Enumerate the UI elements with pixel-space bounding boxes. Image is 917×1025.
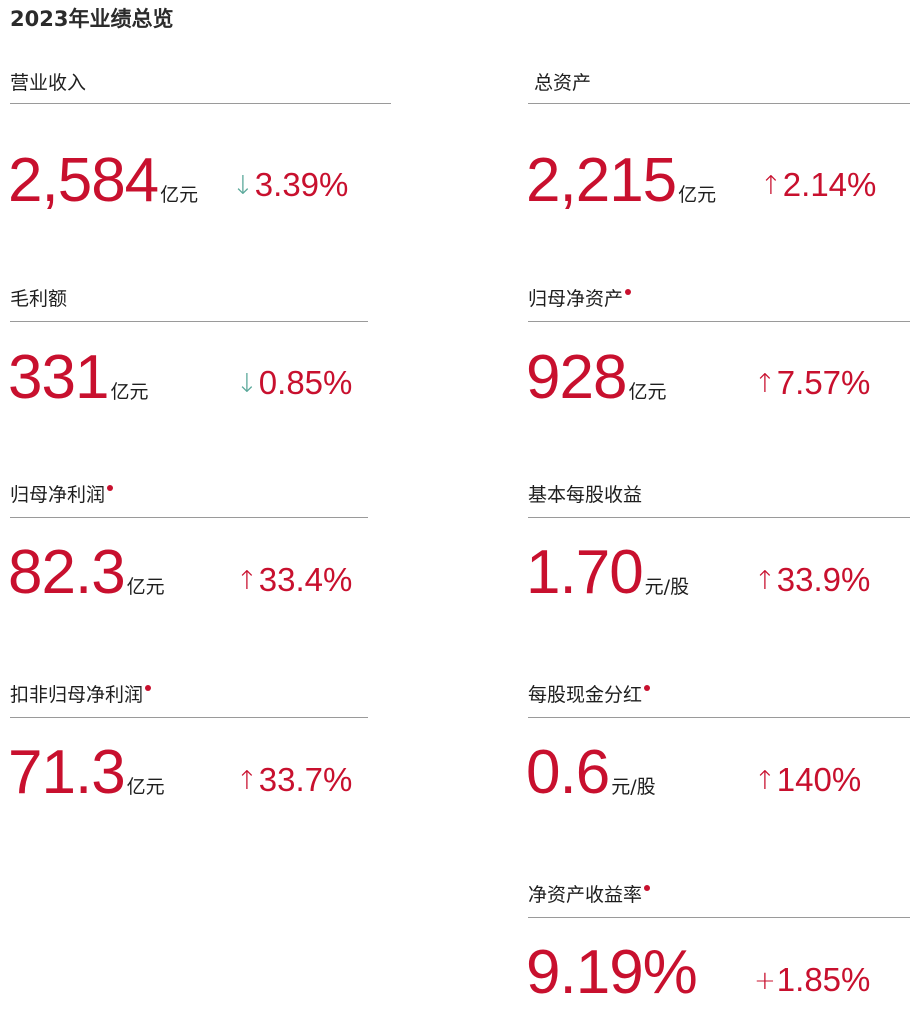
metric-change: ↑140% — [754, 763, 861, 796]
metric-change: ↑7.57% — [754, 366, 870, 399]
metric-change-value: 140% — [776, 761, 862, 798]
plus-icon: + — [754, 966, 776, 996]
divider — [528, 917, 910, 918]
metric-total-assets: 总资产 2,215 亿元 ↑2.14% — [526, 70, 910, 212]
metric-value-row: 2,584 亿元 — [8, 150, 198, 212]
metric-change: +1.85% — [754, 963, 870, 996]
metric-net-assets: 归母净资产 928 亿元 ↑7.57% — [526, 286, 910, 416]
metric-unit: 亿元 — [126, 576, 165, 598]
metric-revenue: 营业收入 2,584 亿元 ↓3.39% — [8, 70, 391, 212]
metric-value-row: 9.19% — [526, 942, 698, 1004]
arrow-up-icon: ↑ — [754, 766, 776, 796]
metric-label: 总资产 — [534, 72, 592, 94]
metric-label: 每股现金分红 — [528, 682, 651, 708]
metric-roe: 净资产收益率 9.19% +1.85% — [526, 882, 910, 1012]
metric-value-row: 331 亿元 — [8, 347, 148, 409]
metric-unit: 元/股 — [611, 776, 656, 798]
metric-eps: 基本每股收益 1.70 元/股 ↑33.9% — [526, 482, 910, 612]
divider — [528, 517, 910, 518]
divider — [10, 517, 368, 518]
arrow-up-icon: ↑ — [236, 566, 258, 596]
metric-value-row: 82.3 亿元 — [8, 542, 165, 604]
metric-change: ↓0.85% — [236, 366, 352, 399]
metric-change-value: 2.14% — [782, 166, 877, 203]
metric-value: 2,215 — [526, 146, 677, 215]
metric-label: 扣非归母净利润 — [10, 682, 152, 708]
metric-value: 0.6 — [526, 738, 610, 807]
divider — [10, 103, 391, 104]
metric-value-row: 928 亿元 — [526, 347, 666, 409]
metric-change: ↑2.14% — [760, 168, 876, 201]
footnote-marker-icon — [107, 485, 114, 491]
footnote-marker-icon — [644, 685, 651, 691]
metric-change-value: 1.85% — [776, 961, 871, 998]
metric-label: 净资产收益率 — [528, 882, 651, 908]
metric-change: ↓3.39% — [232, 168, 348, 201]
metric-unit: 亿元 — [678, 184, 717, 206]
metric-value: 9.19% — [526, 938, 698, 1007]
metric-unit: 亿元 — [126, 776, 165, 798]
metric-value: 331 — [8, 343, 109, 412]
divider — [10, 321, 368, 322]
footnote-marker-icon — [644, 885, 651, 891]
metric-gross-profit: 毛利额 331 亿元 ↓0.85% — [8, 286, 368, 416]
footnote-marker-icon — [145, 685, 152, 691]
metric-value: 71.3 — [8, 738, 126, 807]
page-title: 2023年业绩总览 — [10, 7, 174, 31]
metric-label-text: 每股现金分红 — [528, 684, 643, 706]
metric-value: 2,584 — [8, 146, 159, 215]
metric-value: 82.3 — [8, 538, 126, 607]
metric-change-value: 7.57% — [776, 364, 871, 401]
metric-change-value: 3.39% — [254, 166, 349, 203]
divider — [528, 321, 910, 322]
divider — [528, 103, 910, 104]
metric-value-row: 2,215 亿元 — [526, 150, 716, 212]
metric-change: ↑33.4% — [236, 563, 352, 596]
metric-unit: 元/股 — [644, 576, 690, 598]
metric-value-row: 1.70 元/股 — [526, 542, 689, 604]
metric-value: 928 — [526, 343, 627, 412]
metric-label: 归母净资产 — [528, 286, 632, 312]
metric-value-row: 0.6 元/股 — [526, 742, 656, 804]
footnote-marker-icon — [625, 289, 632, 295]
metric-label: 归母净利润 — [10, 482, 114, 508]
metric-dividend: 每股现金分红 0.6 元/股 ↑140% — [526, 682, 910, 812]
metric-value: 1.70 — [526, 538, 644, 607]
metric-value-row: 71.3 亿元 — [8, 742, 165, 804]
arrow-up-icon: ↑ — [754, 566, 776, 596]
metric-change: ↑33.9% — [754, 563, 870, 596]
metric-label: 基本每股收益 — [528, 484, 643, 506]
arrow-down-icon: ↓ — [236, 369, 258, 399]
arrow-up-icon: ↑ — [236, 766, 258, 796]
metric-change-value: 33.9% — [776, 561, 871, 598]
metric-change-value: 33.7% — [258, 761, 353, 798]
metric-label: 营业收入 — [10, 72, 87, 94]
metric-unit: 亿元 — [628, 381, 667, 403]
metric-change-value: 33.4% — [258, 561, 353, 598]
metric-change-value: 0.85% — [258, 364, 353, 401]
metric-label-text: 扣非归母净利润 — [10, 684, 144, 706]
arrow-up-icon: ↑ — [760, 171, 782, 201]
metric-label-text: 归母净利润 — [10, 484, 106, 506]
metric-adjusted-net-profit: 扣非归母净利润 71.3 亿元 ↑33.7% — [8, 682, 368, 812]
metric-unit: 亿元 — [110, 381, 149, 403]
divider — [528, 717, 910, 718]
metric-unit: 亿元 — [160, 184, 199, 206]
arrow-down-icon: ↓ — [232, 171, 254, 201]
metric-label-text: 净资产收益率 — [528, 884, 643, 906]
divider — [10, 717, 368, 718]
metric-change: ↑33.7% — [236, 763, 352, 796]
metric-label: 毛利额 — [10, 288, 68, 310]
metric-net-profit: 归母净利润 82.3 亿元 ↑33.4% — [8, 482, 368, 612]
metric-label-text: 归母净资产 — [528, 288, 624, 310]
arrow-up-icon: ↑ — [754, 369, 776, 399]
